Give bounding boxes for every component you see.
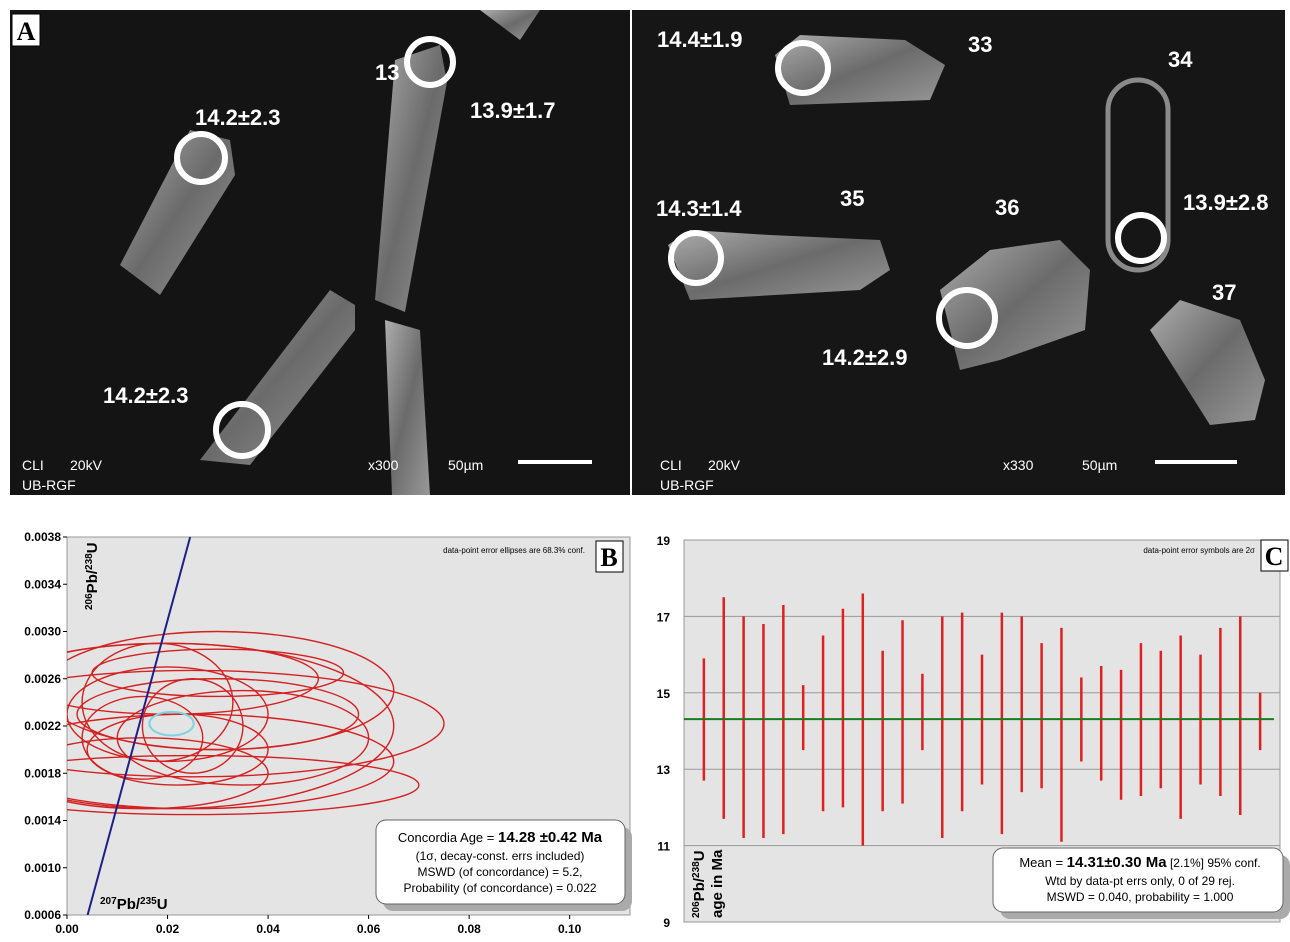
spot-label: 13.9±2.8	[1183, 190, 1268, 215]
y-tick-label: 9	[663, 916, 670, 930]
box-line: (1σ, decay-const. errs included)	[416, 849, 585, 863]
spot-label: 33	[968, 32, 992, 57]
image-info: 50µm	[1082, 457, 1117, 473]
box-line: Wtd by data-pt errs only, 0 of 29 rej.	[1045, 874, 1235, 888]
y-tick-label: 0.0006	[24, 908, 61, 922]
image-info: 20kV	[70, 457, 103, 473]
panel-label: B	[600, 543, 617, 572]
x-tick-label: 0.10	[558, 922, 582, 936]
spot-label: 13	[375, 60, 399, 85]
panel-label: A	[17, 17, 36, 46]
y-tick-label: 15	[657, 687, 671, 701]
y-tick-label: 0.0014	[24, 814, 61, 828]
y-tick-label: 0.0010	[24, 861, 61, 875]
image-info: x300	[368, 457, 399, 473]
y-tick-label: 0.0026	[24, 672, 61, 686]
box-text: [2.1%] 95% conf.	[1167, 856, 1261, 870]
box-value: 14.28 ±0.42 Ma	[498, 829, 603, 846]
spot-label: 14.3±1.4	[656, 196, 742, 221]
y-axis-label-part: 206	[84, 593, 95, 610]
y-axis-label: age in Ma	[709, 849, 726, 918]
x-axis-label-part: 207	[100, 896, 117, 907]
box-text: Concordia Age =	[398, 830, 498, 845]
y-tick-label: 11	[657, 840, 670, 854]
box-line: MSWD (of concordance) = 5.2,	[417, 865, 582, 879]
y-axis-label-part: 238	[84, 553, 95, 570]
x-tick-label: 0.02	[156, 922, 180, 936]
panel-a: A 13 13.9±1.7 14.2±2.3 14.2±2.3 CLI 20kV…	[10, 10, 1285, 495]
x-axis-label-part: U	[157, 896, 168, 913]
spot-label: 35	[840, 186, 864, 211]
box-line: Probability (of concordance) = 0.022	[403, 881, 596, 895]
image-info: UB-RGF	[660, 477, 714, 493]
y-axis-label-part: U	[84, 542, 101, 553]
spot-label: 14.4±1.9	[657, 27, 742, 52]
y-tick-label: 0.0030	[24, 625, 61, 639]
y-axis-label-part: 238	[691, 861, 702, 878]
panel-label: C	[1265, 542, 1284, 571]
spot-label: 13.9±1.7	[470, 98, 555, 123]
image-info: x330	[1003, 457, 1034, 473]
x-tick-label: 0.08	[457, 922, 481, 936]
image-left	[10, 10, 630, 495]
spot-label: 37	[1212, 280, 1236, 305]
spot-label: 14.2±2.3	[103, 383, 188, 408]
x-tick-label: 0.04	[256, 922, 280, 936]
box-line: Mean = 14.31±0.30 Ma [2.1%] 95% conf.	[1019, 854, 1260, 871]
x-tick-label: 0.00	[55, 922, 79, 936]
note: data-point error symbols are 2σ	[1143, 546, 1255, 555]
box-line: MSWD = 0.040, probability = 1.000	[1047, 890, 1234, 904]
y-axis-label-part: Pb/	[84, 569, 101, 593]
y-axis-label-part: Pb/	[691, 877, 708, 901]
image-info: 50µm	[448, 457, 483, 473]
y-axis-label-part: 206	[691, 901, 702, 918]
x-axis-label-part: Pb/	[117, 896, 141, 913]
y-tick-label: 17	[657, 610, 671, 624]
box-line: Concordia Age = 14.28 ±0.42 Ma	[398, 829, 603, 846]
y-tick-label: 0.0022	[24, 719, 61, 733]
image-info: UB-RGF	[22, 477, 76, 493]
y-tick-label: 0.0038	[24, 530, 61, 544]
image-info: CLI	[660, 457, 682, 473]
spot-label: 14.2±2.9	[822, 345, 907, 370]
box-text: Mean =	[1019, 855, 1066, 870]
y-axis-label-part: U	[691, 850, 708, 861]
y-tick-label: 0.0018	[24, 766, 61, 780]
spot-label: 34	[1168, 47, 1193, 72]
x-axis-label-part: 235	[140, 896, 157, 907]
image-info: 20kV	[708, 457, 741, 473]
y-tick-label: 19	[657, 534, 671, 548]
box-value: 14.31±0.30 Ma	[1067, 854, 1168, 871]
y-tick-label: 0.0034	[24, 577, 61, 591]
spot-label: 14.2±2.3	[195, 105, 280, 130]
note: data-point error ellipses are 68.3% conf…	[443, 546, 585, 555]
image-info: CLI	[22, 457, 44, 473]
x-tick-label: 0.06	[357, 922, 381, 936]
spot-label: 36	[995, 195, 1019, 220]
y-tick-label: 13	[657, 763, 671, 777]
figure: A 13 13.9±1.7 14.2±2.3 14.2±2.3 CLI 20kV…	[0, 0, 1290, 942]
